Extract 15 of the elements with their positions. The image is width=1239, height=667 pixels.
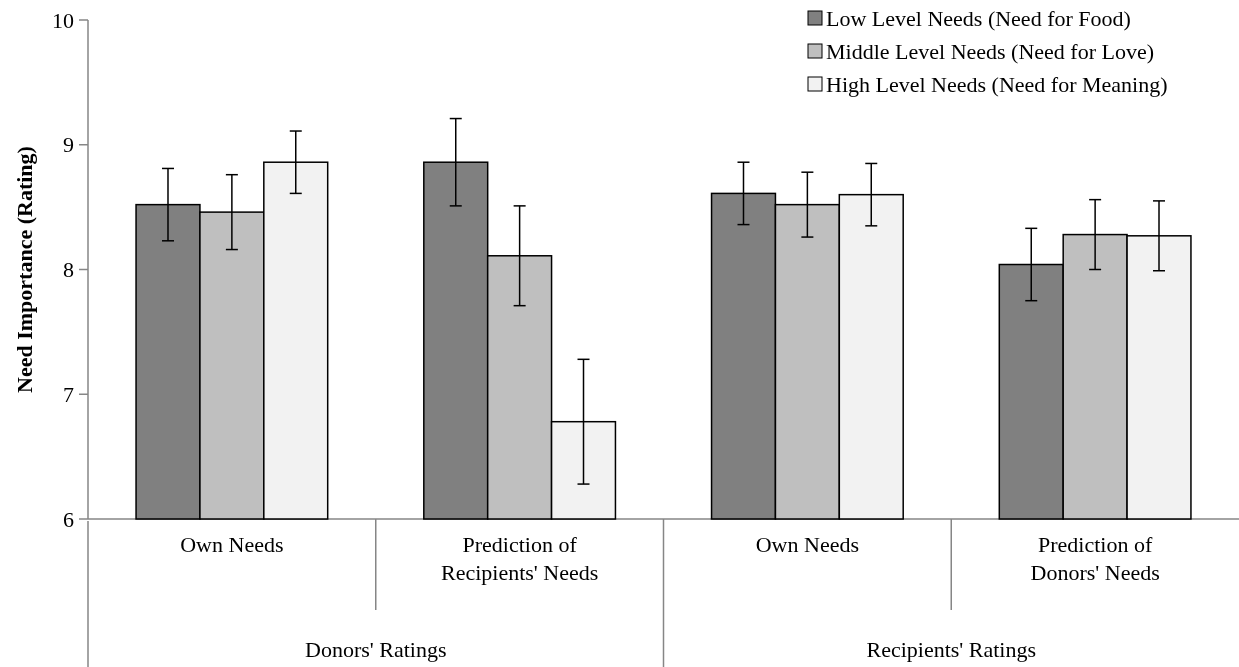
text: Donors' Ratings	[305, 637, 447, 662]
legend-label: Low Level Needs (Need for Food)	[826, 5, 1131, 31]
legend-label: High Level Needs (Need for Meaning)	[826, 71, 1168, 97]
x-tick-label: Prediction of Donors' Needs	[1030, 532, 1160, 585]
y-tick-label: 8	[63, 257, 74, 283]
x-tick-label: Own Needs	[755, 532, 860, 557]
x-tick-label: Own Needs	[180, 532, 284, 557]
y-tick-label: 10	[52, 7, 74, 33]
legend-label: Middle Level Needs (Need for Love)	[826, 38, 1155, 64]
y-tick-label: 6	[63, 506, 74, 532]
y-tick-label: 7	[63, 381, 74, 407]
text: Recipients' Ratings	[866, 637, 1037, 662]
x-tick-label: Prediction of Recipients' Needs	[440, 532, 599, 585]
y-tick-label: 9	[63, 132, 74, 158]
y-axis-title: Need Importance (Rating)	[12, 146, 37, 393]
